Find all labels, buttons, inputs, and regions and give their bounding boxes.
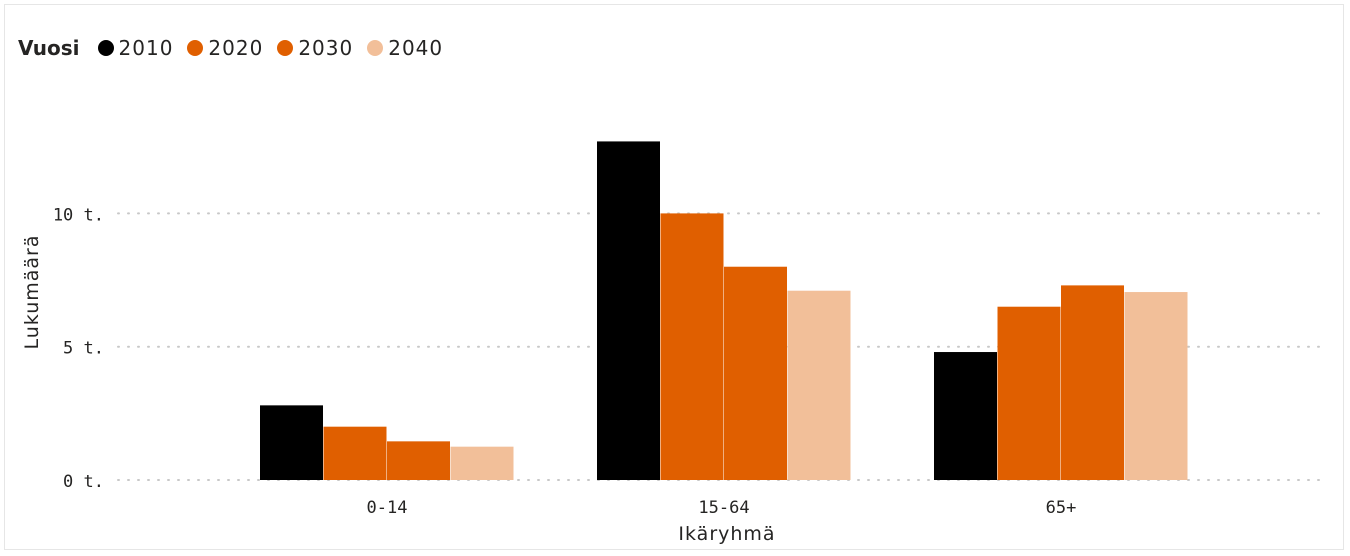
y-tick-label: 5 t. xyxy=(63,339,104,359)
legend-swatch-2030 xyxy=(277,40,294,56)
legend-title: Vuosi xyxy=(18,36,80,60)
bar-2030-65+ xyxy=(1061,285,1124,480)
chart-legend: Vuosi 2010 2020 2030 2040 xyxy=(18,36,457,60)
x-axis-ticks: 0-14 15-64 65+ xyxy=(367,498,1077,518)
legend-label-2030: 2030 xyxy=(298,36,354,60)
legend-label-2020: 2020 xyxy=(208,36,264,60)
bar-2010-15-64 xyxy=(597,141,660,480)
x-axis-title: Ikäryhmä xyxy=(678,523,775,545)
legend-swatch-2010 xyxy=(97,40,114,56)
bars xyxy=(260,141,1188,480)
y-axis-title: Lukumäärä xyxy=(21,234,43,349)
bar-2040-0-14 xyxy=(450,446,514,480)
bar-2010-0-14 xyxy=(260,405,323,480)
legend-item-2030[interactable]: 2030 xyxy=(277,36,353,60)
bar-2010-65+ xyxy=(934,352,997,480)
legend-label-2010: 2010 xyxy=(118,36,174,60)
y-axis-ticks: 0 t. 5 t. 10 t. xyxy=(53,205,104,492)
x-tick-label: 0-14 xyxy=(367,498,408,518)
y-tick-label: 10 t. xyxy=(53,205,104,225)
legend-item-2040[interactable]: 2040 xyxy=(367,36,443,60)
y-tick-label: 0 t. xyxy=(63,472,104,492)
x-tick-label: 65+ xyxy=(1046,498,1077,518)
bar-2020-0-14 xyxy=(323,426,387,480)
bar-2030-0-14 xyxy=(387,441,450,480)
bar-2020-65+ xyxy=(997,306,1061,480)
legend-swatch-2020 xyxy=(187,40,204,56)
bar-2040-65+ xyxy=(1124,292,1188,480)
legend-item-2010[interactable]: 2010 xyxy=(97,36,174,60)
bar-2020-15-64 xyxy=(660,213,724,480)
legend-item-2020[interactable]: 2020 xyxy=(187,36,263,60)
legend-label-2040: 2040 xyxy=(388,36,444,60)
bar-2030-15-64 xyxy=(724,266,787,480)
x-tick-label: 15-64 xyxy=(698,498,749,518)
bar-2040-15-64 xyxy=(787,290,851,480)
legend-swatch-2040 xyxy=(367,40,384,56)
